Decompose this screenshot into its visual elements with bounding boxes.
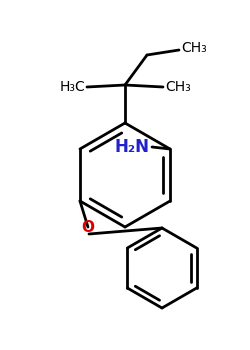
Text: CH₃: CH₃ (165, 80, 191, 94)
Text: O: O (82, 219, 94, 234)
Text: H₃C: H₃C (59, 80, 85, 94)
Text: H₂N: H₂N (114, 138, 149, 156)
Text: CH₃: CH₃ (181, 41, 207, 55)
